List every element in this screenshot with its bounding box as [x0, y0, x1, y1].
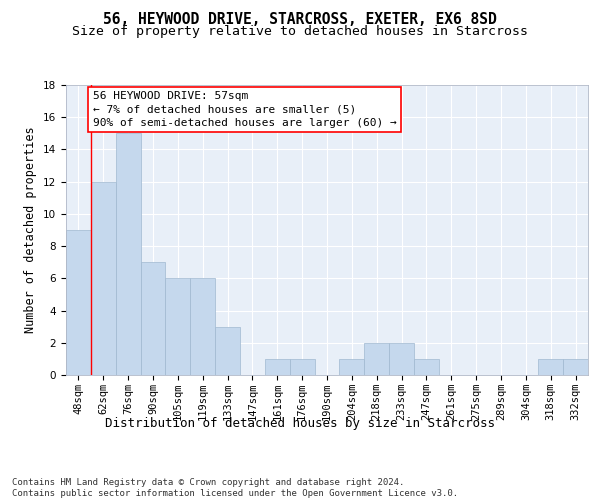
Text: 56, HEYWOOD DRIVE, STARCROSS, EXETER, EX6 8SD: 56, HEYWOOD DRIVE, STARCROSS, EXETER, EX… — [103, 12, 497, 28]
Bar — [290, 359, 314, 375]
Text: 56 HEYWOOD DRIVE: 57sqm
← 7% of detached houses are smaller (5)
90% of semi-deta: 56 HEYWOOD DRIVE: 57sqm ← 7% of detached… — [93, 92, 397, 128]
Bar — [66, 230, 91, 375]
Y-axis label: Number of detached properties: Number of detached properties — [25, 126, 37, 334]
Bar — [563, 359, 588, 375]
Bar — [166, 278, 190, 375]
Bar — [215, 326, 240, 375]
Text: Distribution of detached houses by size in Starcross: Distribution of detached houses by size … — [105, 418, 495, 430]
Bar — [414, 359, 439, 375]
Bar — [538, 359, 563, 375]
Text: Contains HM Land Registry data © Crown copyright and database right 2024.
Contai: Contains HM Land Registry data © Crown c… — [12, 478, 458, 498]
Bar — [116, 134, 140, 375]
Text: Size of property relative to detached houses in Starcross: Size of property relative to detached ho… — [72, 25, 528, 38]
Bar — [340, 359, 364, 375]
Bar — [364, 343, 389, 375]
Bar — [389, 343, 414, 375]
Bar — [190, 278, 215, 375]
Bar — [265, 359, 290, 375]
Bar — [140, 262, 166, 375]
Bar — [91, 182, 116, 375]
